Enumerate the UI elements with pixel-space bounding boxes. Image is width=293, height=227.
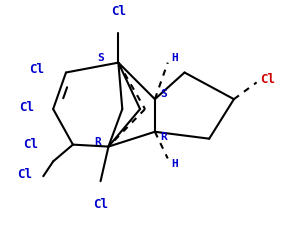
Text: R: R	[160, 132, 167, 142]
Text: Cl: Cl	[30, 63, 45, 76]
Text: S: S	[97, 53, 103, 63]
Text: Cl: Cl	[93, 198, 108, 211]
Text: Cl: Cl	[111, 5, 126, 18]
Text: Cl: Cl	[20, 101, 35, 114]
Text: Cl: Cl	[23, 138, 38, 151]
Text: H: H	[172, 159, 178, 169]
Text: S: S	[160, 89, 167, 99]
Text: Cl: Cl	[18, 168, 33, 181]
Text: R: R	[94, 137, 100, 147]
Text: H: H	[172, 53, 178, 63]
Text: Cl: Cl	[260, 73, 276, 86]
